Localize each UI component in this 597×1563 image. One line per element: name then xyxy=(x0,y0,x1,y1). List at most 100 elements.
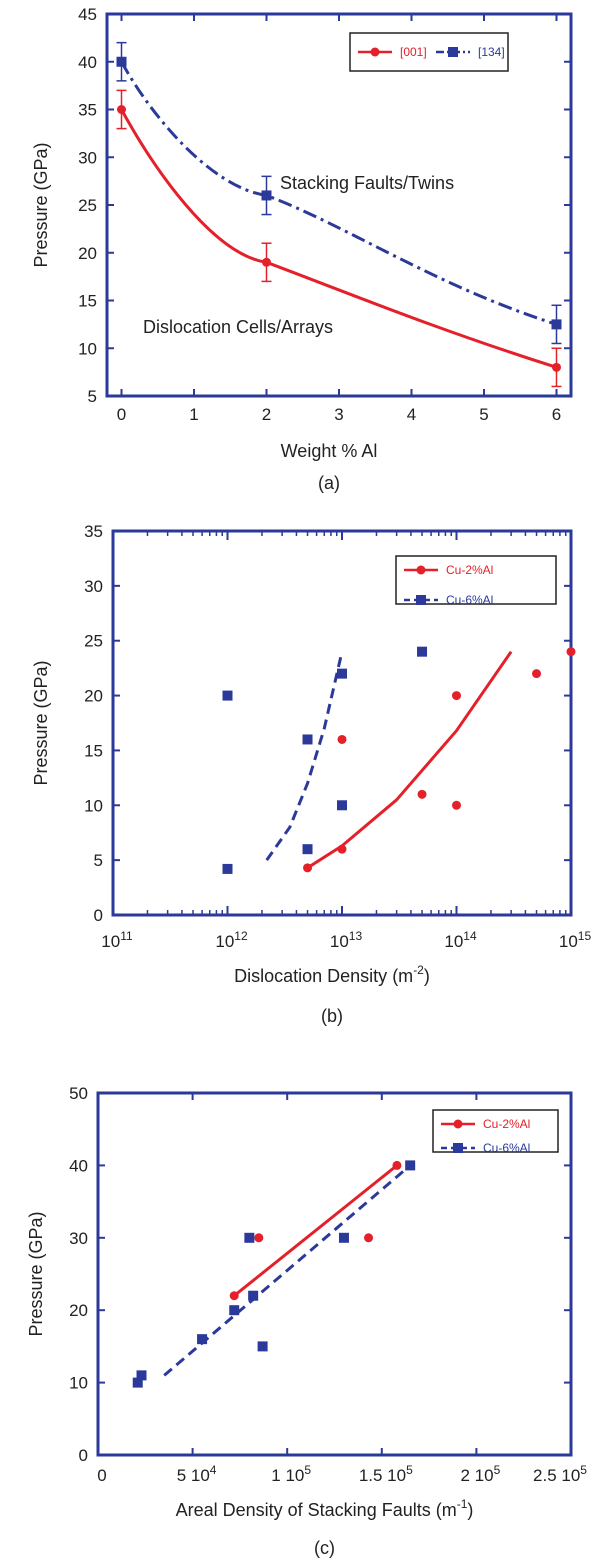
x-tick-label: 1.5 105 xyxy=(359,1463,413,1485)
series-line xyxy=(120,61,557,326)
x-tick-label-base: 0 xyxy=(97,1466,106,1485)
legend-swatch-marker xyxy=(370,47,380,57)
legend-label: Cu-2%Al xyxy=(446,563,493,577)
x-tick-label-base: 2.5 10 xyxy=(533,1466,580,1485)
data-point xyxy=(254,1233,264,1243)
x-axis-label-main: Areal Density of Stacking Faults (m xyxy=(176,1500,457,1520)
x-tick-label: 1 xyxy=(189,405,198,424)
series-cu2al xyxy=(303,647,576,873)
x-tick-label: 5 104 xyxy=(177,1463,217,1485)
legend-label: [134] xyxy=(478,45,505,59)
x-tick-label: 6 xyxy=(552,405,561,424)
data-point xyxy=(364,1233,374,1243)
x-tick-label: 2.5 105 xyxy=(533,1463,587,1485)
data-point xyxy=(116,56,127,67)
data-point xyxy=(392,1160,402,1170)
series-134 xyxy=(116,41,562,345)
x-tick-label-exp: 5 xyxy=(580,1463,587,1477)
x-tick-label-exp: 13 xyxy=(349,929,363,943)
series-001 xyxy=(116,89,562,388)
y-tick-label: 30 xyxy=(78,148,97,167)
data-point xyxy=(337,668,347,679)
x-tick-label: 1015 xyxy=(559,929,592,951)
x-tick-label-base: 10 xyxy=(330,932,349,951)
x-tick-label-exp: 11 xyxy=(120,929,133,943)
fit-line xyxy=(265,651,344,862)
data-point xyxy=(257,1341,268,1352)
y-axis-label: Pressure (GPa) xyxy=(31,660,51,785)
y-tick-label: 5 xyxy=(94,851,103,870)
annotation-label: Dislocation Cells/Arrays xyxy=(143,317,333,337)
y-tick-label: 50 xyxy=(69,1084,88,1103)
series-cu6al xyxy=(132,1160,416,1388)
fit-line xyxy=(306,650,513,870)
x-tick-label: 0 xyxy=(117,405,126,424)
y-tick-label: 35 xyxy=(78,101,97,120)
x-axis-label-sup: -2 xyxy=(413,963,424,977)
data-point xyxy=(262,257,271,267)
data-point xyxy=(132,1377,143,1388)
data-point xyxy=(566,647,576,657)
y-axis-label: Pressure (GPa) xyxy=(31,142,51,267)
x-axis-label-end: ) xyxy=(467,1500,473,1520)
x-tick-label: 5 xyxy=(479,405,488,424)
x-tick-label: 0 xyxy=(97,1466,106,1485)
x-tick-label-exp: 12 xyxy=(234,929,248,943)
data-point xyxy=(302,844,313,855)
data-point xyxy=(244,1232,255,1243)
y-tick-label: 20 xyxy=(69,1301,88,1320)
data-point xyxy=(229,1305,240,1316)
legend-label: Cu-2%Al xyxy=(483,1117,530,1131)
x-tick-label-base: 1.5 10 xyxy=(359,1466,406,1485)
x-axis-label-end: ) xyxy=(424,966,430,986)
legend-label: [001] xyxy=(400,45,427,59)
y-tick-label: 10 xyxy=(84,796,103,815)
data-point xyxy=(248,1290,259,1301)
x-tick-label: 2 xyxy=(262,405,271,424)
legend: [001] [134] xyxy=(349,32,509,72)
data-point xyxy=(302,734,313,745)
y-tick-label: 30 xyxy=(84,577,103,596)
data-point xyxy=(452,800,461,810)
y-tick-label: 0 xyxy=(94,906,103,925)
y-axis-label: Pressure (GPa) xyxy=(26,1211,46,1336)
fit-line xyxy=(233,1164,398,1297)
data-point xyxy=(117,105,126,114)
data-point xyxy=(417,789,427,799)
data-point xyxy=(338,1232,349,1243)
data-point xyxy=(136,1370,147,1381)
y-tick-label: 40 xyxy=(78,53,97,72)
y-tick-label: 20 xyxy=(78,244,97,263)
x-tick-label-base: 10 xyxy=(559,932,578,951)
x-tick-label-base: 10 xyxy=(101,932,120,951)
data-point xyxy=(452,691,461,701)
data-point xyxy=(222,863,233,874)
data-point xyxy=(303,863,313,873)
y-tick-label: 35 xyxy=(84,522,103,541)
x-tick-label: 1013 xyxy=(330,929,363,951)
annotation-label: Stacking Faults/Twins xyxy=(280,173,454,193)
legend-box xyxy=(432,1109,559,1153)
x-tick-label-exp: 5 xyxy=(304,1463,311,1477)
x-tick-label-base: 10 xyxy=(215,932,234,951)
data-point xyxy=(532,669,542,679)
x-tick-label-exp: 14 xyxy=(463,929,477,943)
plot-frame xyxy=(96,1091,573,1457)
x-tick-label-exp: 5 xyxy=(494,1463,501,1477)
x-tick-label-exp: 15 xyxy=(578,929,592,943)
y-tick-label: 15 xyxy=(84,741,103,760)
x-tick-label-base: 2 10 xyxy=(461,1466,494,1485)
legend-swatch-marker xyxy=(453,1119,463,1129)
data-point xyxy=(229,1291,239,1301)
x-axis-label: Areal Density of Stacking Faults (m-1) xyxy=(176,1497,474,1520)
data-point xyxy=(417,646,428,657)
legend-swatch-marker xyxy=(453,1143,463,1153)
y-tick-label: 45 xyxy=(78,5,97,24)
data-point xyxy=(261,190,272,201)
y-tick-label: 30 xyxy=(69,1229,88,1248)
legend: Cu-2%Al Cu-6%Al xyxy=(395,555,557,607)
x-tick-label: 1011 xyxy=(101,929,133,951)
